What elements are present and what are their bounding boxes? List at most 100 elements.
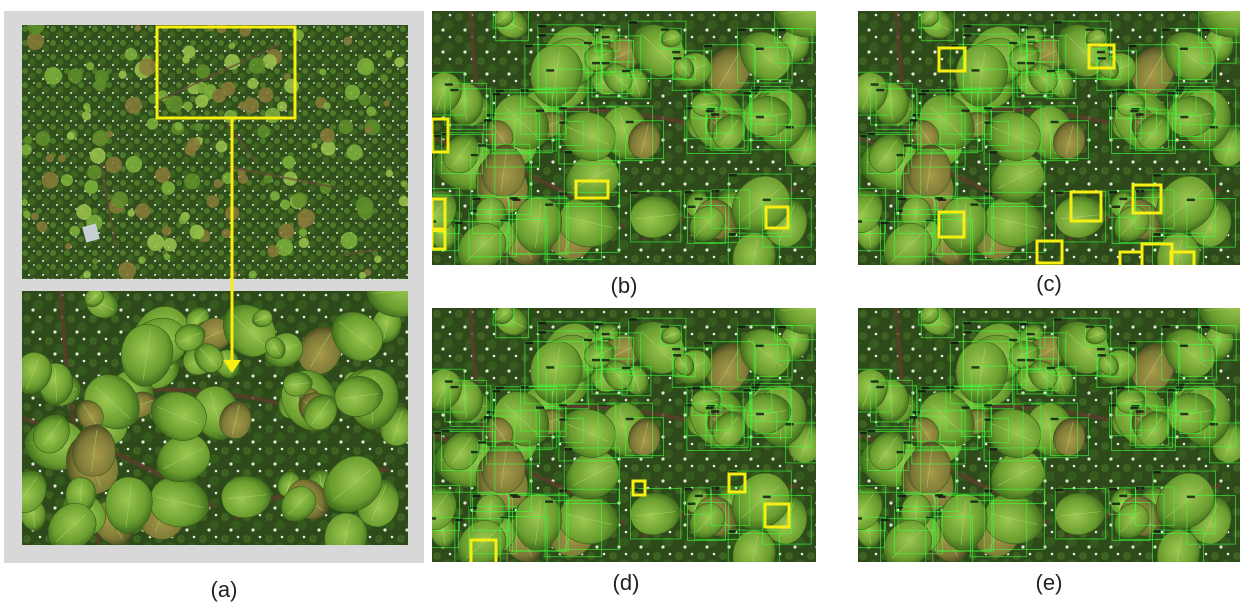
shrub-blob [31,212,40,221]
detection-box [454,221,508,265]
detection-box [988,150,1046,207]
detection-box [710,486,751,526]
zoomed-detail-image [22,291,408,545]
detection-box [694,197,740,243]
detection-box [433,431,496,493]
detection-box [495,308,530,339]
detection-box [520,88,567,135]
detection-box [917,389,979,451]
detection-box [1046,366,1077,397]
shrub-blob [41,171,59,189]
detection-box [1135,409,1173,448]
shrub-blob [366,106,377,117]
detection-box [1152,529,1205,562]
leaf [22,352,52,395]
leaf [72,424,116,477]
detection-box [908,415,941,448]
detection-box [971,68,1015,113]
leaf [673,354,695,376]
detection-box [563,447,621,504]
leaf [281,486,317,522]
leaf [661,326,682,345]
shrub-blob [36,221,48,233]
shrub-blob [85,62,95,71]
shrub-blob [358,93,371,106]
detection-box [960,405,992,437]
shrub-blob [184,173,201,190]
leaf [265,337,286,359]
detection-box [499,219,548,265]
shrub-blob [229,270,237,278]
detection-box [684,106,717,140]
shrub-blob [248,57,266,74]
detection-box [925,516,974,562]
detection-box [1019,322,1046,349]
leaf [1053,120,1086,159]
shrub-blob [221,228,231,239]
detection-box [706,107,733,134]
detection-box [1046,69,1077,100]
detection-box [1152,232,1205,265]
false-detection-box [937,210,966,239]
leaf [858,369,888,412]
false-detection-box [1118,250,1144,265]
detection-box [1085,27,1107,50]
detection-box [1108,403,1142,437]
detection-box [858,71,891,116]
detection-box [509,196,567,255]
detection-box [1019,25,1046,52]
leaf [990,153,1045,203]
detection-box [449,88,492,130]
detection-box [672,353,696,377]
detection-box [1085,324,1107,347]
detection-box [660,324,682,347]
detection-box [495,11,530,42]
shrub-blob [161,181,176,195]
shrub-blob [385,50,393,58]
shrub-blob [183,101,193,111]
detection-box [449,385,492,427]
detection-box [1108,106,1142,140]
detection-box [911,410,966,465]
leaf [1114,206,1150,242]
detection-box [485,113,540,168]
detection-box [1026,61,1059,94]
detection-box [971,365,1015,410]
detection-box [594,322,621,349]
detection-box [945,385,992,432]
detection-box [1175,382,1215,422]
detection-box [1118,197,1165,243]
detection-box [485,410,540,465]
detection-box [454,518,508,562]
detection-box [870,379,913,423]
marker-tag [82,223,100,243]
leaf [560,408,616,458]
shrub-blob [127,209,135,217]
detection-box [491,92,553,154]
detection-box [511,495,569,552]
detection-box [918,308,940,326]
detection-box [601,358,634,391]
shrub-blob [320,140,336,156]
detection-box [925,219,974,265]
leaf [1053,417,1086,456]
detection-box [858,485,886,531]
detection-box [1118,494,1165,540]
detection-box [751,85,791,125]
shrub-blob [67,68,83,84]
detection-box [728,470,792,534]
shrub-blob [161,226,172,236]
missed-detection-box [432,197,447,231]
detection-box [937,495,994,552]
shrub-blob [35,130,51,146]
detection-box [441,429,483,472]
shrub-blob [69,225,81,237]
leaf [120,324,174,387]
false-detection-box [937,46,967,73]
leaf [689,206,725,242]
leaf [1085,326,1107,345]
detection-box [755,344,789,378]
detection-box [750,385,813,448]
shrub-blob [163,253,171,261]
detection-box [755,47,789,81]
